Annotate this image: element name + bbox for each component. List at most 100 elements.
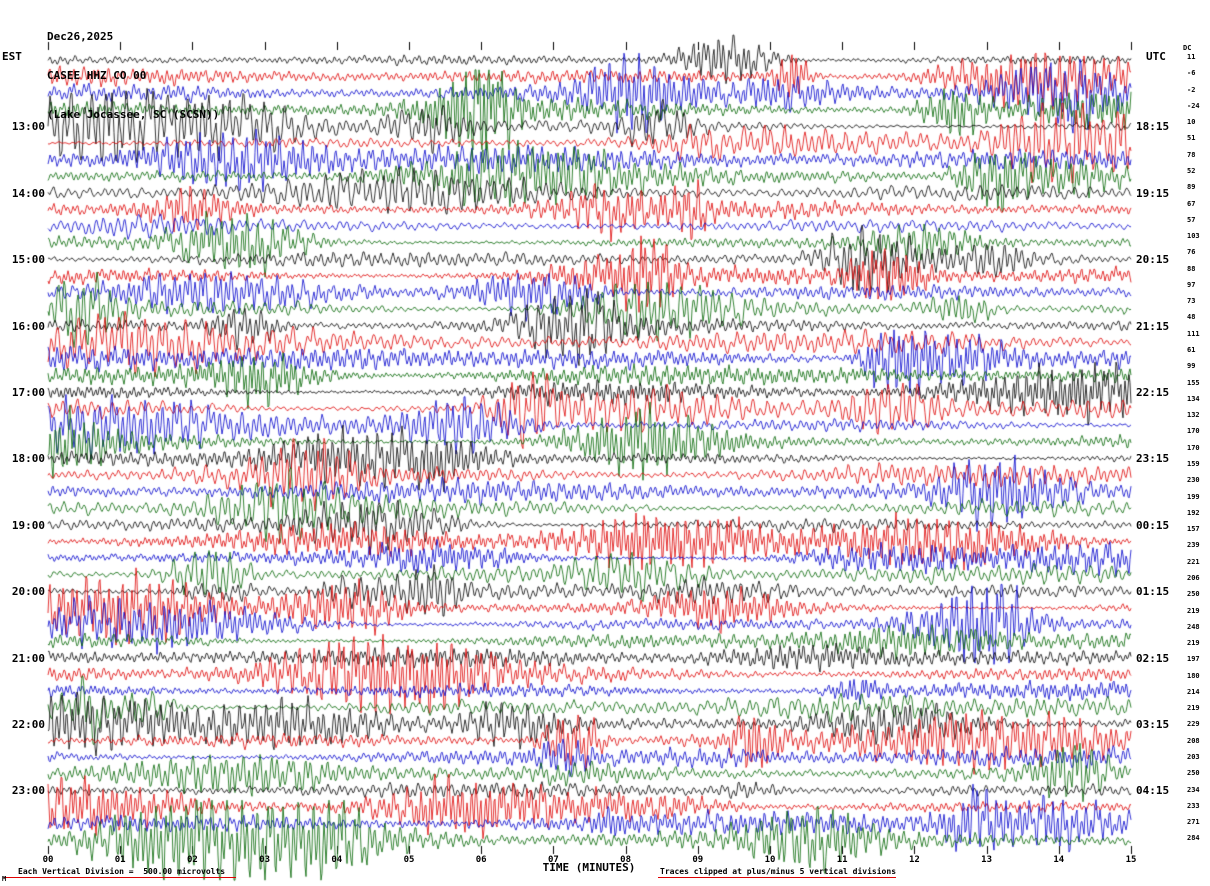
dc-offset-value: 170 (1187, 427, 1200, 436)
dc-offset-value: -6 (1187, 69, 1196, 78)
minute-tick-label: 13 (981, 855, 993, 865)
dc-offset-value: 206 (1187, 573, 1200, 582)
footer-underline-right (658, 877, 896, 878)
dc-offset-value: 250 (1187, 769, 1200, 778)
minute-tick-label: 05 (403, 855, 415, 865)
est-time-label: 20:00 (11, 585, 45, 599)
dc-offset-value: 111 (1187, 329, 1200, 338)
dc-offset-value: 99 (1187, 362, 1196, 371)
dc-offset-value: 97 (1187, 280, 1196, 289)
dc-offset-value: 88 (1187, 264, 1196, 273)
minute-tick-label: 08 (620, 855, 632, 865)
clip-note: Traces clipped at plus/minus 5 vertical … (660, 867, 897, 876)
scale-note: Each Vertical Division = 500.00 microvol… (18, 867, 226, 876)
minute-tick-label: 09 (692, 855, 704, 865)
dc-offset-value: 48 (1187, 313, 1196, 322)
dc-offset-value: 159 (1187, 460, 1200, 468)
utc-time-label: 01:15 (1136, 585, 1170, 599)
dc-offset-value: 76 (1187, 248, 1196, 257)
minute-tick-label: 10 (764, 855, 776, 865)
corner-mark: M (2, 875, 7, 883)
dc-offset-value: 284 (1187, 834, 1200, 843)
dc-offset-value: 234 (1187, 785, 1200, 794)
minute-tick-label: 11 (836, 855, 848, 865)
utc-time-label: 02:15 (1136, 651, 1170, 665)
dc-offset-value: 221 (1187, 557, 1200, 566)
dc-offset-value: -2 (1187, 85, 1196, 94)
dc-offset-value: 180 (1187, 671, 1200, 680)
dc-offset-value: 103 (1187, 232, 1200, 241)
utc-time-label: 00:15 (1136, 518, 1170, 532)
dc-offset-value: 89 (1187, 183, 1196, 192)
dc-offset-value: 61 (1187, 346, 1196, 355)
dc-offset-value: 248 (1187, 622, 1200, 631)
dc-offset-value: 134 (1187, 394, 1200, 403)
dc-offset-value: 199 (1187, 492, 1200, 501)
minute-tick-label: 00 (42, 855, 54, 865)
dc-offset-value: 208 (1187, 736, 1200, 745)
minute-tick-label: 03 (259, 855, 271, 865)
dc-offset-value: 219 (1187, 606, 1200, 615)
date-label: Dec26,2025 (47, 30, 114, 43)
dc-offset-value: 67 (1187, 199, 1196, 208)
est-time-label: 15:00 (11, 253, 45, 267)
dc-offset-value: 51 (1187, 134, 1196, 143)
minute-tick-label: 12 (908, 855, 920, 865)
est-time-label: 17:00 (11, 386, 45, 399)
dc-offset-value: 11 (1187, 53, 1196, 61)
utc-time-label: 20:15 (1136, 253, 1170, 267)
dc-offset-value: 78 (1187, 150, 1196, 159)
est-time-label: 21:00 (11, 651, 45, 665)
dc-offset-value: 170 (1187, 443, 1200, 452)
utc-time-label: 22:15 (1136, 386, 1170, 399)
dc-offset-value: 219 (1187, 639, 1200, 648)
minute-tick-label: 01 (114, 855, 126, 865)
utc-time-label: 21:15 (1136, 319, 1170, 333)
dc-offset-value: 233 (1187, 801, 1200, 810)
location-label: (Lake Jocassee, SC (SCSN)) (47, 108, 220, 121)
dc-offset-value: 239 (1187, 541, 1200, 550)
minute-tick-label: 02 (186, 855, 198, 865)
minute-tick-label: 06 (475, 855, 487, 865)
dc-offset-value: 132 (1187, 411, 1200, 420)
utc-time-label: 04:15 (1136, 784, 1170, 798)
utc-time-label: 23:15 (1136, 452, 1170, 466)
utc-time-label: 03:15 (1136, 718, 1170, 731)
left-axis-label: EST (2, 50, 22, 63)
dc-offset-value: 219 (1187, 704, 1200, 713)
dc-offset-value: 73 (1187, 297, 1196, 306)
est-time-label: 19:00 (11, 518, 45, 532)
dc-offset-value: 52 (1187, 166, 1196, 175)
dc-offset-value: 214 (1187, 687, 1200, 696)
est-time-label: 18:00 (11, 452, 45, 466)
dc-offset-value: 10 (1187, 118, 1196, 127)
est-time-label: 16:00 (11, 319, 45, 333)
utc-time-label: 19:15 (1136, 186, 1170, 200)
dc-offset-value: -24 (1187, 101, 1200, 110)
minute-tick-label: 04 (331, 855, 343, 865)
dc-offset-value: 57 (1187, 215, 1196, 224)
dc-offset-value: 229 (1187, 720, 1200, 729)
utc-time-label: 18:15 (1136, 120, 1170, 134)
dc-label: DC (1183, 44, 1192, 52)
x-axis-title: TIME (MINUTES) (542, 861, 636, 874)
minute-tick-label: 14 (1053, 855, 1065, 865)
dc-offset-value: 271 (1187, 818, 1200, 827)
station-label: CASEE HHZ CO 00 (47, 69, 147, 82)
header: Dec26,2025 CASEE HHZ CO 00 (Lake Jocasse… (47, 4, 219, 147)
dc-offset-value: 197 (1187, 655, 1200, 664)
footer-underline-left (4, 877, 236, 878)
dc-offset-value: 250 (1187, 590, 1200, 599)
dc-offset-value: 157 (1187, 525, 1200, 534)
minute-tick-label: 07 (547, 855, 559, 865)
est-time-label: 13:00 (11, 120, 45, 134)
dc-offset-value: 155 (1187, 378, 1200, 387)
est-time-label: 14:00 (11, 186, 45, 200)
dc-offset-value: 230 (1187, 476, 1200, 485)
est-time-label: 23:00 (11, 784, 45, 798)
est-time-label: 22:00 (11, 718, 45, 731)
dc-offset-value: 192 (1187, 508, 1200, 517)
right-axis-label: UTC (1146, 50, 1166, 63)
